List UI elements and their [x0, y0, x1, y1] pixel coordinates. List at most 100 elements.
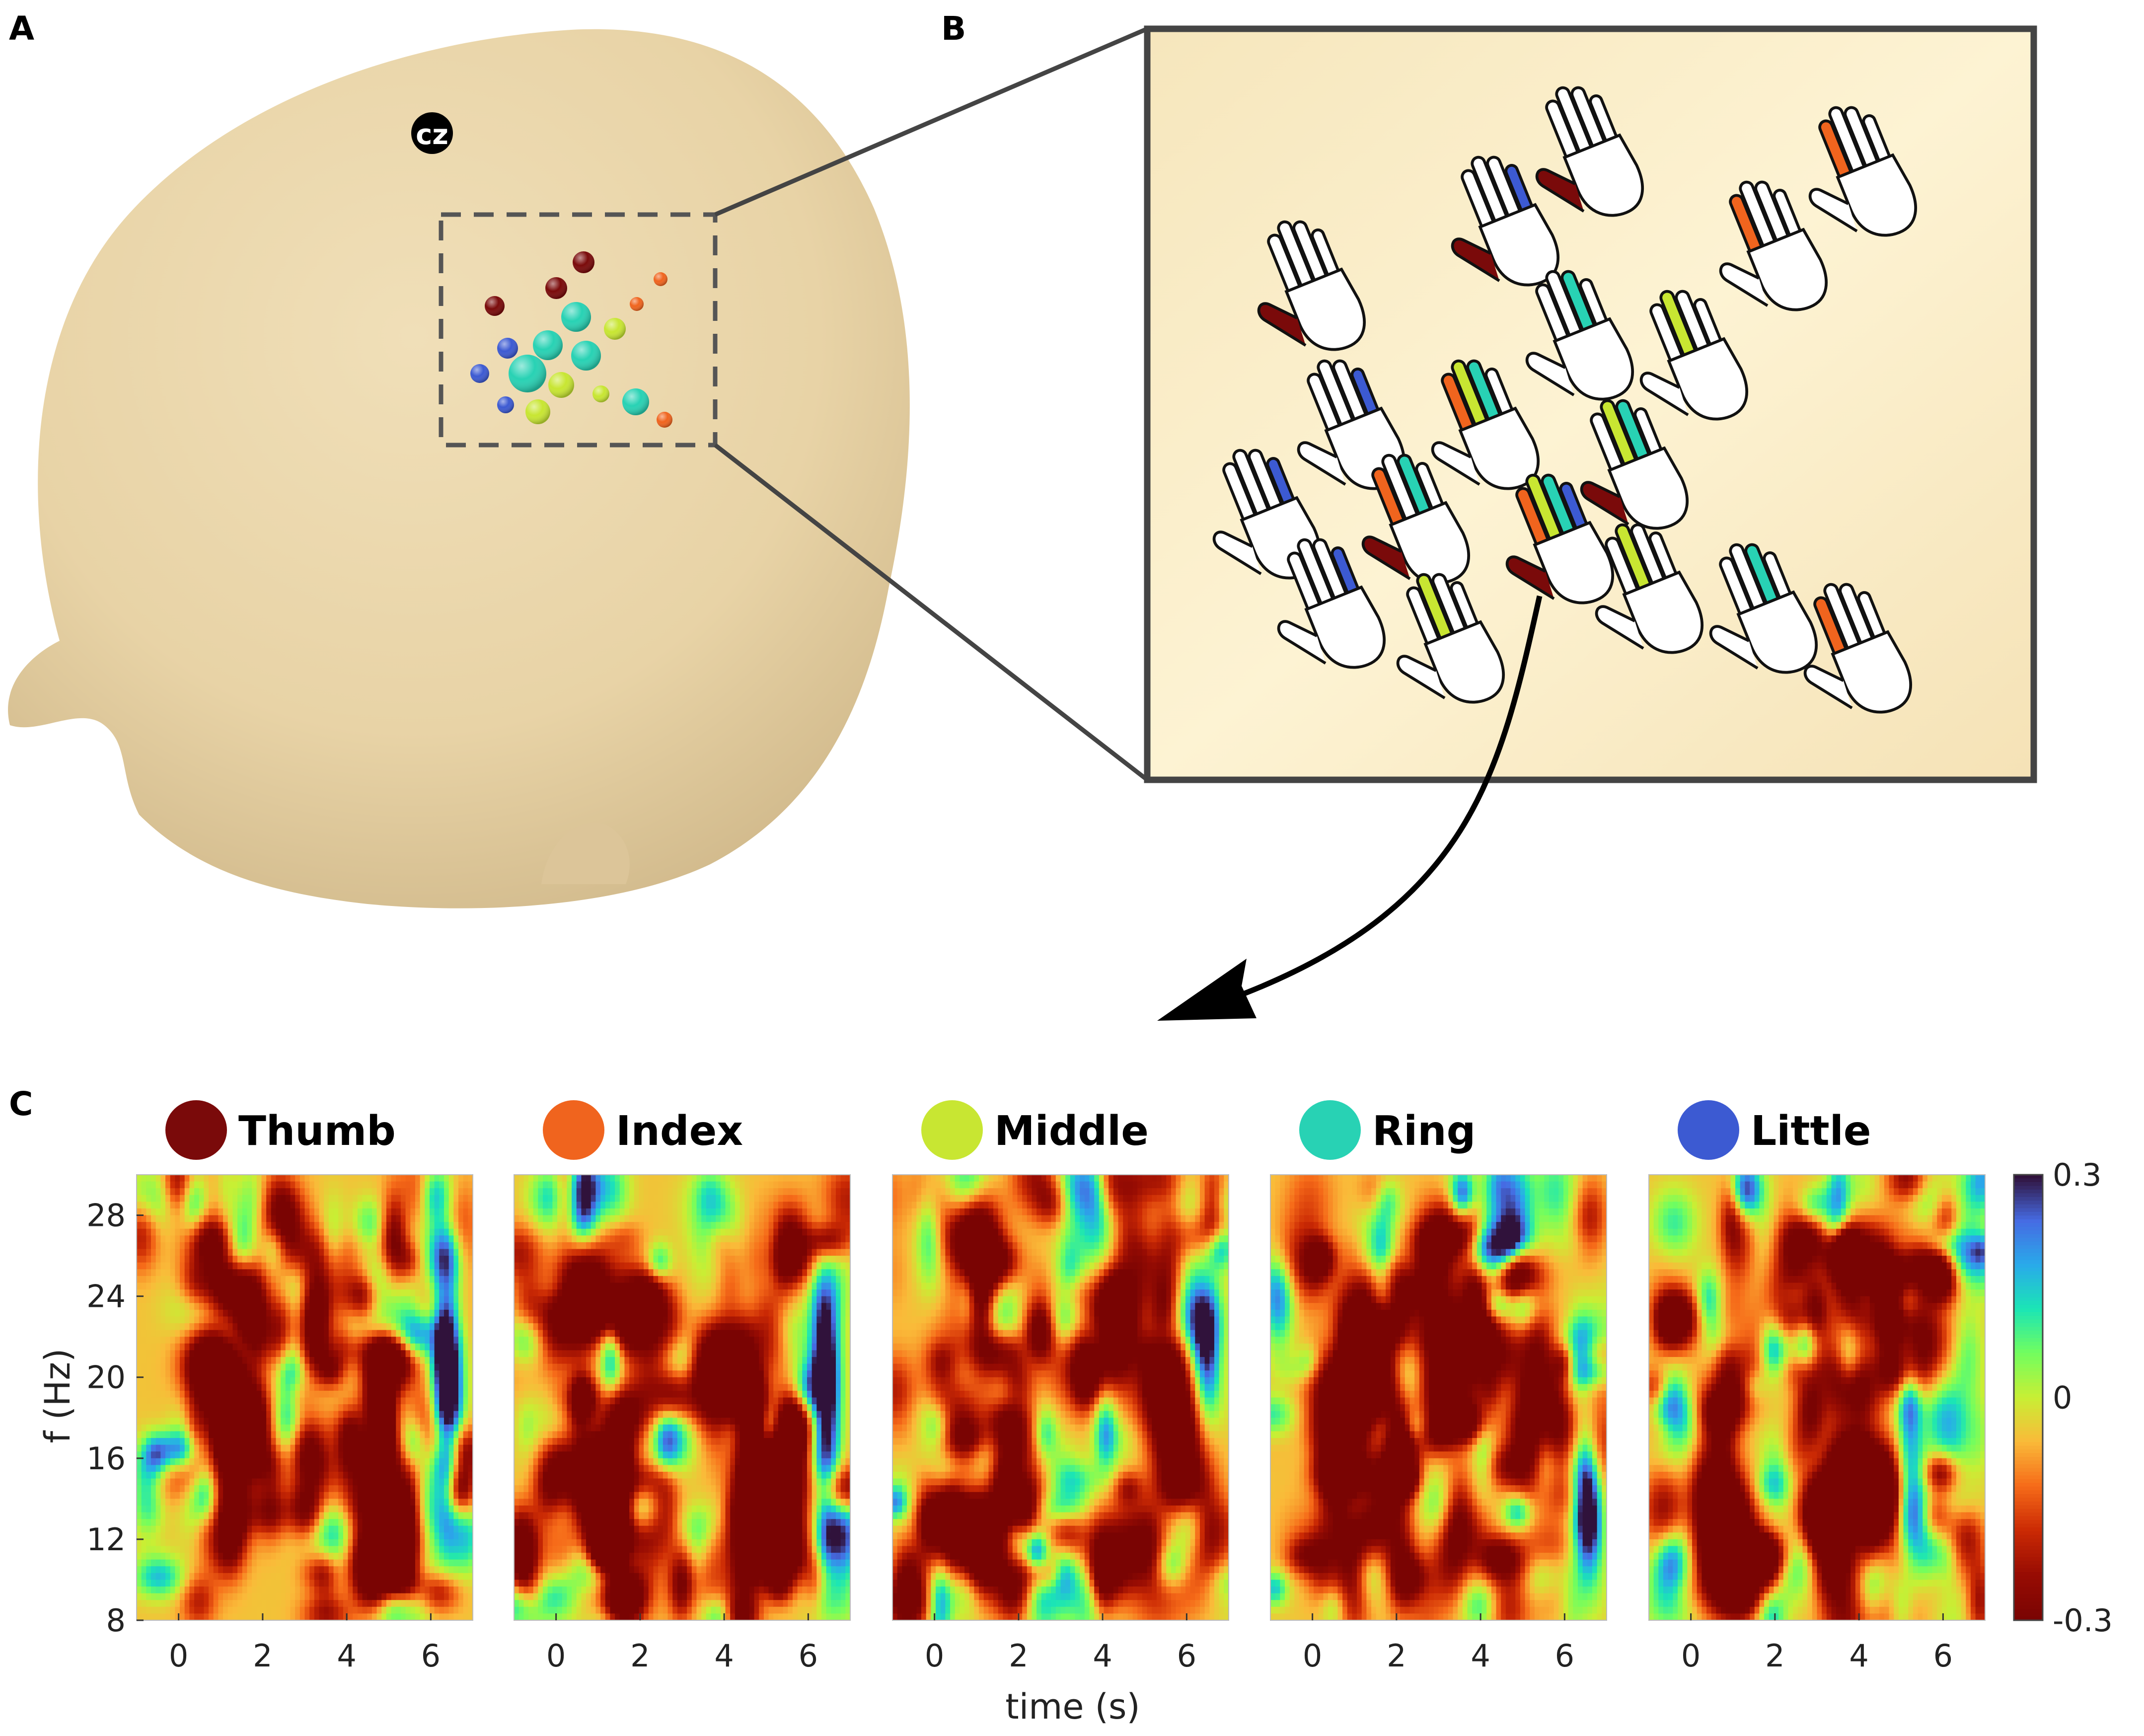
heatmap-cell: [204, 1607, 209, 1614]
heatmap-cell: [271, 1222, 276, 1229]
heatmap-cell: [156, 1330, 161, 1337]
heatmap-cell: [228, 1269, 233, 1276]
heatmap-cell: [232, 1249, 237, 1256]
heatmap-cell: [185, 1465, 190, 1472]
heatmap-cell: [237, 1269, 242, 1276]
heatmap-cell: [247, 1195, 252, 1202]
heatmap-cell: [247, 1553, 252, 1560]
heatmap-cell: [180, 1377, 185, 1384]
heatmap-cell: [209, 1553, 214, 1560]
heatmap-cell: [276, 1451, 281, 1458]
heatmap-cell: [377, 1458, 382, 1465]
heatmap-cell: [170, 1499, 175, 1506]
heatmap-cell: [305, 1398, 310, 1405]
heatmap-cell: [261, 1445, 266, 1452]
heatmap-cell: [156, 1519, 161, 1526]
heatmap-cell: [170, 1438, 175, 1445]
heatmap-cell: [180, 1438, 185, 1445]
heatmap-cell: [223, 1242, 228, 1249]
heatmap-cell: [372, 1364, 377, 1371]
heatmap-cell: [146, 1364, 151, 1371]
heatmap-cell: [271, 1404, 276, 1411]
heatmap-cell: [175, 1202, 180, 1208]
heatmap-cell: [319, 1316, 324, 1323]
heatmap-cell: [142, 1188, 147, 1195]
heatmap-cell: [334, 1242, 339, 1249]
heatmap-cell: [295, 1256, 300, 1263]
heatmap-cell: [137, 1519, 142, 1526]
heatmap-cell: [223, 1580, 228, 1586]
heatmap-cell: [353, 1465, 358, 1472]
heatmap-cell: [257, 1242, 262, 1249]
heatmap-cell: [324, 1431, 329, 1438]
heatmap-cell: [142, 1202, 147, 1208]
heatmap-cell: [290, 1391, 295, 1398]
heatmap-cell: [358, 1188, 363, 1195]
heatmap-cell: [271, 1472, 276, 1479]
heatmap-cell: [353, 1499, 358, 1506]
heatmap-cell: [309, 1600, 314, 1607]
heatmap-cell: [377, 1566, 382, 1573]
heatmap-cell: [257, 1492, 262, 1499]
heatmap-cell: [146, 1283, 151, 1289]
heatmap-cell: [372, 1323, 377, 1330]
heatmap-cell: [189, 1600, 194, 1607]
heatmap-cell: [386, 1269, 391, 1276]
heatmap-cell: [276, 1195, 281, 1202]
heatmap-cell: [372, 1398, 377, 1405]
heatmap-cell: [367, 1195, 372, 1202]
heatmap-cell: [290, 1357, 295, 1364]
heatmap-cell: [276, 1256, 281, 1263]
heatmap-cell: [372, 1283, 377, 1289]
heatmap-cell: [142, 1485, 147, 1492]
heatmap-cell: [175, 1479, 180, 1486]
heatmap-cell: [391, 1357, 396, 1364]
heatmap-cell: [252, 1566, 257, 1573]
heatmap-cell: [180, 1519, 185, 1526]
heatmap-cell: [160, 1289, 165, 1296]
heatmap-cell: [156, 1451, 161, 1458]
heatmap-cell: [232, 1607, 237, 1614]
heatmap-cell: [266, 1337, 271, 1344]
heatmap-cell: [223, 1519, 228, 1526]
heatmap-cell: [257, 1445, 262, 1452]
heatmap-cell: [324, 1276, 329, 1283]
heatmap-cell: [204, 1208, 209, 1215]
heatmap-cell: [247, 1566, 252, 1573]
heatmap-cell: [170, 1465, 175, 1472]
heatmap-cell: [247, 1398, 252, 1405]
heatmap-cell: [286, 1323, 291, 1330]
heatmap-cell: [228, 1215, 233, 1222]
heatmap-cell: [194, 1182, 199, 1189]
heatmap-cell: [194, 1553, 199, 1560]
heatmap-cell: [286, 1175, 291, 1182]
heatmap-cell: [218, 1370, 223, 1377]
heatmap-cell: [237, 1384, 242, 1391]
heatmap-cell: [146, 1276, 151, 1283]
heatmap-cell: [309, 1472, 314, 1479]
heatmap-cell: [242, 1195, 247, 1202]
heatmap-cell: [377, 1506, 382, 1512]
heatmap-cell: [232, 1600, 237, 1607]
heatmap-cell: [137, 1553, 142, 1560]
heatmap-cell: [209, 1269, 214, 1276]
heatmap-cell: [305, 1418, 310, 1425]
heatmap-cell: [381, 1546, 386, 1553]
heatmap-cell: [242, 1512, 247, 1519]
heatmap-cell: [237, 1425, 242, 1432]
heatmap-cell: [353, 1330, 358, 1337]
heatmap-cell: [372, 1499, 377, 1506]
heatmap-cell: [189, 1391, 194, 1398]
heatmap-cell: [377, 1425, 382, 1432]
heatmap-cell: [199, 1580, 204, 1586]
heatmap-cell: [271, 1289, 276, 1296]
heatmap-cell: [257, 1357, 262, 1364]
heatmap-cell: [194, 1330, 199, 1337]
electrode-shading: [657, 412, 672, 428]
heatmap-cell: [252, 1249, 257, 1256]
heatmap-cell: [334, 1269, 339, 1276]
heatmap-cell: [266, 1553, 271, 1560]
heatmap-cell: [261, 1344, 266, 1351]
heatmap-cell: [363, 1242, 368, 1249]
electrode-shading: [630, 297, 644, 311]
